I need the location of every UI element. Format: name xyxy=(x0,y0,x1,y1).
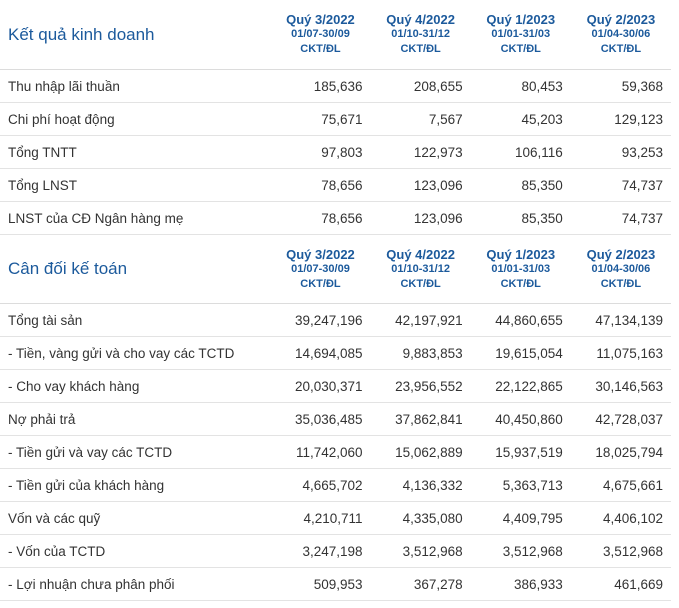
row-label: Thu nhập lãi thuần xyxy=(0,69,271,103)
row-value: 367,278 xyxy=(370,567,471,601)
row-value: 4,136,332 xyxy=(370,468,471,502)
row-value: 40,450,860 xyxy=(470,402,571,436)
income-period-header: Quý 1/2023 01/01-31/03 CKT/ĐL xyxy=(470,0,571,70)
row-value: 7,567 xyxy=(370,102,471,136)
row-value: 30,146,563 xyxy=(570,369,671,403)
income-row: LNST của CĐ Ngân hàng mẹ 78,656 123,096 … xyxy=(0,201,671,235)
row-value: 185,636 xyxy=(270,69,371,103)
row-label: LNST của CĐ Ngân hàng mẹ xyxy=(0,201,271,235)
row-value: 3,512,968 xyxy=(570,534,671,568)
row-value: 4,406,102 xyxy=(570,501,671,535)
balance-row: Nợ phải trả 35,036,485 37,862,841 40,450… xyxy=(0,402,671,436)
income-row: Thu nhập lãi thuần 185,636 208,655 80,45… xyxy=(0,69,671,103)
row-value: 15,062,889 xyxy=(370,435,471,469)
row-value: 122,973 xyxy=(370,135,471,169)
balance-row: - Tiền, vàng gửi và cho vay các TCTD 14,… xyxy=(0,336,671,370)
row-value: 42,197,921 xyxy=(370,303,471,337)
row-value: 37,862,841 xyxy=(370,402,471,436)
balance-period-header: Quý 3/2022 01/07-30/09 CKT/ĐL xyxy=(270,235,371,304)
row-value: 11,742,060 xyxy=(270,435,371,469)
balance-sheet-table: Cân đối kế toán Quý 3/2022 01/07-30/09 CKT… xyxy=(0,235,671,601)
row-value: 106,116 xyxy=(470,135,571,169)
row-value: 461,669 xyxy=(570,567,671,601)
row-label: - Tiền, vàng gửi và cho vay các TCTD xyxy=(0,336,271,370)
row-value: 74,737 xyxy=(570,201,671,235)
row-label: Chi phí hoạt động xyxy=(0,102,271,136)
income-row: Tổng TNTT 97,803 122,973 106,116 93,253 xyxy=(0,135,671,169)
row-label: - Tiền gửi của khách hàng xyxy=(0,468,271,502)
income-period-header: Quý 4/2022 01/10-31/12 CKT/ĐL xyxy=(370,0,471,70)
income-row: Chi phí hoạt động 75,671 7,567 45,203 12… xyxy=(0,102,671,136)
row-value: 509,953 xyxy=(270,567,371,601)
row-value: 386,933 xyxy=(470,567,571,601)
row-value: 14,694,085 xyxy=(270,336,371,370)
row-label: - Tiền gửi và vay các TCTD xyxy=(0,435,271,469)
balance-period-header: Quý 2/2023 01/04-30/06 CKT/ĐL xyxy=(570,235,671,304)
row-value: 80,453 xyxy=(470,69,571,103)
row-label: Nợ phải trả xyxy=(0,402,271,436)
row-value: 15,937,519 xyxy=(470,435,571,469)
row-label: - Lợi nhuận chưa phân phối xyxy=(0,567,271,601)
row-value: 93,253 xyxy=(570,135,671,169)
balance-period-header: Quý 4/2022 01/10-31/12 CKT/ĐL xyxy=(370,235,471,304)
row-value: 42,728,037 xyxy=(570,402,671,436)
row-value: 5,363,713 xyxy=(470,468,571,502)
row-value: 18,025,794 xyxy=(570,435,671,469)
row-value: 4,675,661 xyxy=(570,468,671,502)
row-value: 11,075,163 xyxy=(570,336,671,370)
balance-row: - Tiền gửi và vay các TCTD 11,742,060 15… xyxy=(0,435,671,469)
row-value: 78,656 xyxy=(270,168,371,202)
row-value: 3,512,968 xyxy=(470,534,571,568)
row-value: 22,122,865 xyxy=(470,369,571,403)
balance-row: Tổng tài sản 39,247,196 42,197,921 44,86… xyxy=(0,303,671,337)
row-label: Tổng LNST xyxy=(0,168,271,202)
row-value: 4,210,711 xyxy=(270,501,371,535)
income-row: Tổng LNST 78,656 123,096 85,350 74,737 xyxy=(0,168,671,202)
row-value: 129,123 xyxy=(570,102,671,136)
row-label: - Cho vay khách hàng xyxy=(0,369,271,403)
row-value: 208,655 xyxy=(370,69,471,103)
income-section-title: Kết quả kinh doanh xyxy=(0,0,271,70)
row-value: 4,335,080 xyxy=(370,501,471,535)
row-value: 35,036,485 xyxy=(270,402,371,436)
row-value: 59,368 xyxy=(570,69,671,103)
row-label: Vốn và các quỹ xyxy=(0,501,271,535)
balance-row: - Cho vay khách hàng 20,030,371 23,956,5… xyxy=(0,369,671,403)
row-value: 44,860,655 xyxy=(470,303,571,337)
row-value: 20,030,371 xyxy=(270,369,371,403)
balance-row: - Tiền gửi của khách hàng 4,665,702 4,13… xyxy=(0,468,671,502)
row-value: 23,956,552 xyxy=(370,369,471,403)
row-value: 97,803 xyxy=(270,135,371,169)
row-value: 4,665,702 xyxy=(270,468,371,502)
income-period-header: Quý 2/2023 01/04-30/06 CKT/ĐL xyxy=(570,0,671,70)
row-label: - Vốn của TCTD xyxy=(0,534,271,568)
income-header-row: Kết quả kinh doanh Quý 3/2022 01/07-30/09… xyxy=(0,0,671,70)
row-value: 75,671 xyxy=(270,102,371,136)
income-period-header: Quý 3/2022 01/07-30/09 CKT/ĐL xyxy=(270,0,371,70)
balance-header-row: Cân đối kế toán Quý 3/2022 01/07-30/09 CKT… xyxy=(0,235,671,304)
balance-period-header: Quý 1/2023 01/01-31/03 CKT/ĐL xyxy=(470,235,571,304)
row-value: 74,737 xyxy=(570,168,671,202)
row-value: 3,512,968 xyxy=(370,534,471,568)
income-statement-table: Kết quả kinh doanh Quý 3/2022 01/07-30/09… xyxy=(0,0,671,235)
row-label: Tổng tài sản xyxy=(0,303,271,337)
row-value: 3,247,198 xyxy=(270,534,371,568)
row-value: 4,409,795 xyxy=(470,501,571,535)
balance-row: - Lợi nhuận chưa phân phối 509,953 367,2… xyxy=(0,567,671,601)
row-value: 78,656 xyxy=(270,201,371,235)
row-value: 45,203 xyxy=(470,102,571,136)
row-value: 85,350 xyxy=(470,201,571,235)
balance-row: - Vốn của TCTD 3,247,198 3,512,968 3,512… xyxy=(0,534,671,568)
row-value: 123,096 xyxy=(370,201,471,235)
row-value: 123,096 xyxy=(370,168,471,202)
balance-row: Vốn và các quỹ 4,210,711 4,335,080 4,409… xyxy=(0,501,671,535)
row-value: 39,247,196 xyxy=(270,303,371,337)
row-label: Tổng TNTT xyxy=(0,135,271,169)
row-value: 9,883,853 xyxy=(370,336,471,370)
row-value: 19,615,054 xyxy=(470,336,571,370)
row-value: 85,350 xyxy=(470,168,571,202)
row-value: 47,134,139 xyxy=(570,303,671,337)
balance-section-title: Cân đối kế toán xyxy=(0,235,271,304)
